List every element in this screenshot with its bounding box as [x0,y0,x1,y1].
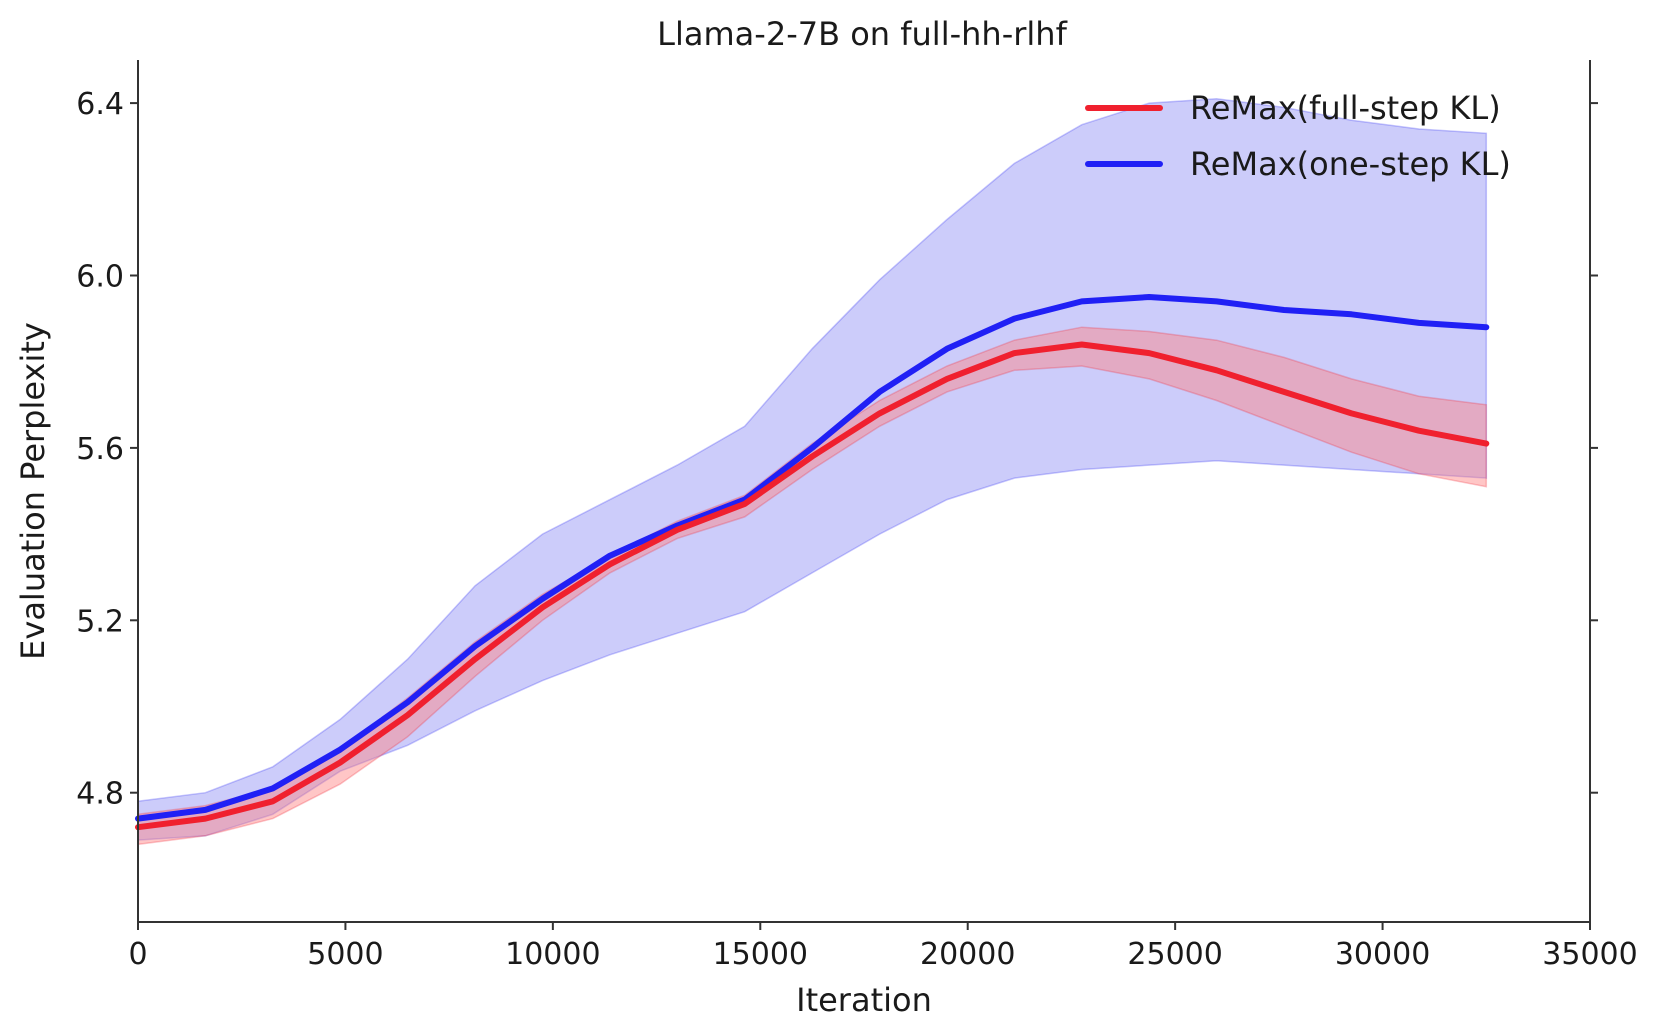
x-axis-ticks: 0 5000 10000 15000 20000 25000 30000 35000 [128,922,1638,972]
line-full-step-kl [135,341,1490,831]
series-lines [135,294,1490,831]
x-axis-label: Iteration [796,981,932,1019]
y-tick-label: 6.4 [76,87,124,122]
x-tick-label: 25000 [1127,937,1222,972]
y-axis-label: Evaluation Perplexity [14,322,52,660]
y-tick-label: 5.6 [76,432,124,467]
y-tick-label: 5.2 [76,604,124,639]
x-tick-label: 15000 [713,937,808,972]
x-tick-label: 5000 [307,937,383,972]
legend-label: ReMax(full-step KL) [1190,89,1501,127]
band-one-step-kl [137,98,1488,841]
y-axis-ticks: 4.8 5.2 5.6 6.0 6.4 [76,87,1598,812]
x-tick-label: 10000 [505,937,600,972]
confidence-bands [137,98,1488,846]
line-one-step-kl [135,294,1490,822]
y-tick-label: 4.8 [76,777,124,812]
x-tick-label: 30000 [1335,937,1430,972]
legend: ReMax(full-step KL) ReMax(one-step KL) [1085,89,1511,183]
chart-title: Llama-2-7B on full-hh-rlhf [657,15,1067,53]
y-tick-label: 6.0 [76,260,124,295]
x-tick-label: 20000 [920,937,1015,972]
axes [137,60,1591,923]
x-tick-label: 35000 [1542,937,1637,972]
legend-label: ReMax(one-step KL) [1190,145,1511,183]
x-tick-label: 0 [128,937,147,972]
